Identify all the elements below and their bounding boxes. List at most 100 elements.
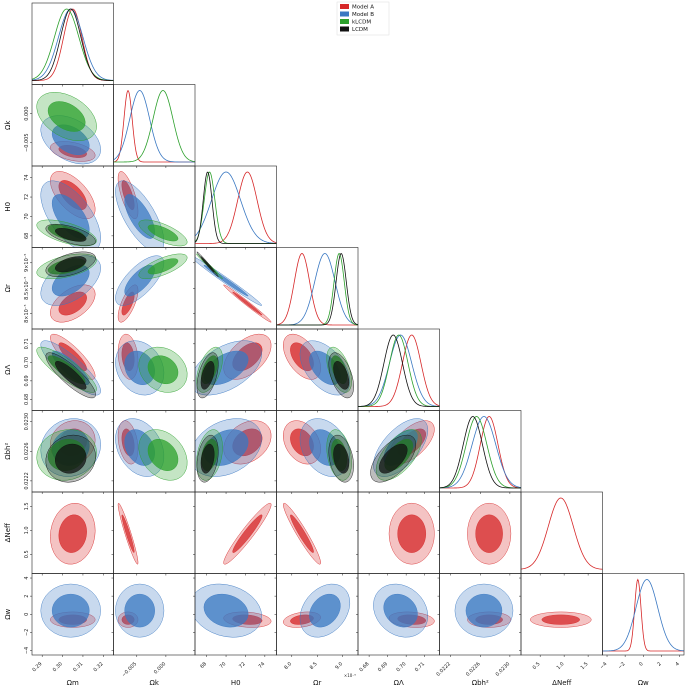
- marginal-ok-model-b: [113, 90, 195, 163]
- y-tick-label-ol: 0.69: [24, 375, 30, 386]
- contour-om-or-model-a-inner: [58, 291, 87, 316]
- panel-h0-h0: [194, 165, 277, 250]
- contour-om-ow-model-b-inner: [51, 593, 90, 628]
- panel-ok-ok: [113, 84, 196, 168]
- x-tick-label-om: 0.31: [72, 661, 84, 673]
- contour-om-or-lcdm-inner: [55, 256, 87, 273]
- panel-or-ol: [274, 328, 359, 413]
- x-tick-label-h0: 68: [199, 661, 208, 670]
- panel-om-ok: [30, 84, 114, 168]
- x-axis-label-ok: Ωk: [150, 679, 160, 685]
- y-axis-label-ok: Ωk: [4, 120, 12, 130]
- contour-om-h0-model-b-inner: [51, 194, 90, 239]
- contour-obh2-ow-model-b-inner: [465, 593, 503, 628]
- panel-om-ow: [30, 573, 114, 657]
- x-axis-label-obh2: Ωbh²: [472, 679, 489, 685]
- x-tick-label-ol: 0.68: [358, 661, 370, 673]
- panel-ol-obh2: [356, 410, 440, 494]
- panel-ok-obh2: [111, 410, 196, 494]
- legend-label-model-b: Model B: [352, 12, 374, 18]
- marginal-h0-lcdm: [195, 171, 277, 244]
- marginal-om-model-a: [32, 8, 114, 81]
- contour-ok-obh2-klcdm-inner: [147, 438, 179, 471]
- x-tick-label-h0: 72: [238, 661, 247, 670]
- x-tick-label-ow: 4: [674, 661, 680, 667]
- marginal-ol-klcdm: [358, 334, 440, 407]
- panel-h0-obh2: [193, 410, 277, 494]
- contour-h0-neff-model-a-inner: [232, 514, 263, 553]
- y-tick-label-h0: 74: [24, 174, 30, 180]
- panel-frame: [602, 573, 685, 656]
- x-tick-label-om: 0.32: [93, 661, 105, 673]
- contour-or-neff-model-a-inner: [290, 514, 314, 553]
- x-tick-label-om: 0.30: [52, 661, 64, 673]
- marginal-or-model-a: [276, 253, 358, 326]
- marginal-om-model-b: [32, 8, 114, 81]
- contour-om-neff-model-a-inner: [58, 514, 87, 553]
- panel-ok-neff: [111, 491, 196, 576]
- panel-om-neff: [30, 491, 114, 576]
- panel-or-obh2: [274, 410, 359, 494]
- panel-ok-ow: [111, 573, 196, 657]
- panel-h0-ow: [193, 573, 277, 657]
- y-tick-label-h0: 70: [24, 213, 30, 219]
- y-tick-label-ow: 0: [24, 613, 30, 616]
- x-multiplier: ×10⁻⁵: [344, 673, 357, 678]
- marginal-obh2-klcdm: [439, 416, 521, 489]
- y-tick-label-neff: 1.5: [24, 502, 30, 510]
- contour-or-obh2-lcdm-inner: [333, 443, 350, 474]
- x-axis-label-h0: H0: [231, 679, 241, 685]
- y-axis-label-ol: ΩΛ: [4, 364, 12, 374]
- panel-ow-ow: [602, 573, 685, 657]
- x-tick-label-ow: −4: [599, 661, 608, 670]
- x-tick-label-h0: 70: [219, 661, 228, 670]
- x-tick-label-or: 8.0: [283, 661, 293, 671]
- contour-h0-ow-model-b-inner: [203, 593, 249, 628]
- marginal-ow-model-a: [602, 578, 684, 652]
- x-tick-label-obh2: 0.0226: [465, 661, 482, 678]
- panel-ol-ow: [356, 573, 440, 657]
- contour-ok-h0-model-b-inner: [124, 194, 155, 239]
- x-tick-label-ow: 0: [638, 661, 644, 667]
- x-tick-label-obh2: 0.0222: [435, 661, 452, 678]
- contour-ok-ow-model-b-inner: [124, 593, 155, 628]
- contour-ok-neff-model-a-inner: [121, 514, 135, 553]
- panel-ok-or: [111, 247, 196, 331]
- contour-or-ol-model-a-inner: [290, 342, 314, 372]
- y-tick-label-or: 9×10⁻⁵: [24, 254, 30, 272]
- marginal-ok-model-a: [113, 90, 195, 163]
- marginal-ok-klcdm: [113, 90, 195, 163]
- x-tick-label-ok: 0.000: [153, 661, 167, 675]
- contour-om-ok-klcdm-inner: [47, 101, 86, 132]
- contour-ok-or-klcdm-inner: [147, 258, 179, 275]
- marginal-om-lcdm: [32, 8, 114, 81]
- panel-ok-ol: [111, 328, 196, 413]
- contour-om-h0-lcdm-inner: [55, 228, 87, 242]
- panel-om-ol: [30, 328, 114, 413]
- y-tick-label-neff: 0.5: [24, 550, 30, 558]
- y-tick-label-or: 8×10⁻⁵: [24, 305, 30, 323]
- panel-ol-ol: [357, 328, 440, 413]
- legend-label-klcdm: kLCDM: [352, 19, 371, 25]
- y-tick-label-or: 8.5×10⁻⁵: [24, 277, 30, 300]
- y-tick-label-ow: −4: [24, 647, 30, 654]
- panel-ok-h0: [111, 165, 196, 250]
- contour-neff-ow-model-a-inner: [541, 614, 580, 625]
- panel-neff-ow: [519, 573, 603, 657]
- contour-ok-ol-klcdm-inner: [147, 355, 179, 385]
- y-tick-label-neff: 1.0: [24, 526, 30, 534]
- panel-frame: [194, 491, 277, 574]
- contour-or-ol-lcdm-inner: [333, 361, 350, 390]
- contour-h0-ol-lcdm-inner: [200, 361, 215, 390]
- legend-swatch-model-b: [340, 11, 349, 17]
- y-tick-label-obh2: 0.0222: [24, 472, 30, 490]
- contour-ol-ow-model-b-inner: [383, 593, 418, 628]
- panel-om-obh2: [30, 410, 114, 494]
- contour-h0-or-model-b-inner: [203, 264, 249, 297]
- marginal-ol-model-a: [358, 334, 440, 407]
- x-axis-label-om: Ωm: [67, 679, 79, 685]
- panel-or-ow: [274, 573, 359, 657]
- panel-h0-neff: [193, 491, 277, 576]
- panel-frame: [520, 491, 603, 574]
